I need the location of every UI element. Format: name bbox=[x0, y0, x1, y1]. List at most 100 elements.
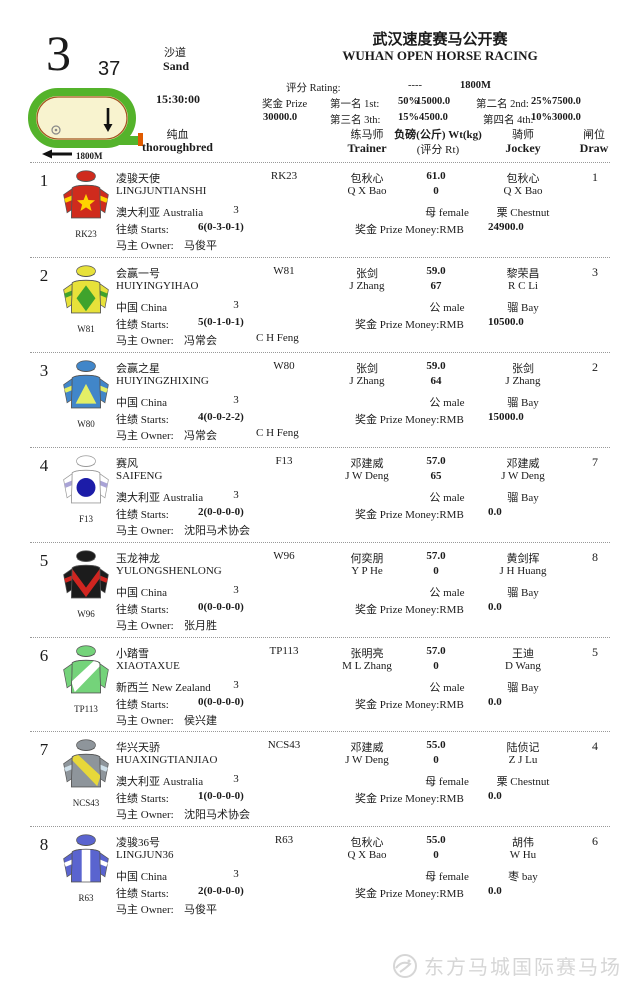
rating-value: 0 bbox=[433, 185, 439, 197]
sex-value: 公 male bbox=[429, 302, 465, 314]
prize-2nd-pct: 25% bbox=[531, 96, 552, 107]
jockey-silk-icon bbox=[60, 358, 112, 420]
horse-country: 中国 China bbox=[116, 397, 168, 409]
rating-value: 0 bbox=[433, 565, 439, 577]
owner-label: 马主 Owner: bbox=[116, 335, 174, 347]
jockey-name-cn: 包秋心 bbox=[506, 173, 540, 185]
prize-3rd-pct: 15% bbox=[398, 112, 419, 123]
entry-number: 1 bbox=[39, 171, 49, 190]
breed-label-en: thoroughbred bbox=[142, 140, 213, 154]
starts-label: 往绩 Starts: bbox=[116, 793, 169, 805]
owner-name-cn: 冯常会 bbox=[184, 335, 217, 347]
horse-name-cn: 赛风 bbox=[116, 458, 138, 470]
breed-label-cn: 纯血 bbox=[166, 129, 189, 141]
prize-money-value: 0.0 bbox=[488, 601, 502, 613]
owner-name-en: C H Feng bbox=[256, 332, 299, 344]
starts-label: 往绩 Starts: bbox=[116, 509, 169, 521]
horse-name-cn: 小踏雪 bbox=[116, 648, 149, 660]
horse-entry-row: 3 W80 会赢之星 HUIYINGZHIXING 中国 China W80 3 往绩 St… bbox=[30, 352, 610, 448]
jockey-name-cn: 邓建威 bbox=[506, 458, 540, 470]
prize-money-value: 24900.0 bbox=[488, 221, 524, 233]
horse-name-en: LINGJUNTIANSHI bbox=[116, 185, 207, 197]
prize-money-label: 奖金 Prize Money:RMB bbox=[355, 699, 464, 711]
starts-value: 5(0-1-0-1) bbox=[198, 316, 244, 328]
horse-name-en: HUIYINGYIHAO bbox=[116, 280, 199, 292]
draw-value: 7 bbox=[592, 455, 598, 469]
jockey-silk-icon bbox=[60, 453, 112, 515]
weight-value: 55.0 bbox=[426, 834, 446, 846]
weight-value: 59.0 bbox=[426, 360, 446, 372]
jockey-name-en: R C Li bbox=[508, 280, 538, 292]
trainer-name-cn: 张剑 bbox=[356, 268, 378, 280]
starts-label: 往绩 Starts: bbox=[116, 699, 169, 711]
horse-age: 3 bbox=[233, 679, 239, 691]
horse-country: 中国 China bbox=[116, 302, 168, 314]
starts-label: 往绩 Starts: bbox=[116, 319, 169, 331]
track-distance-label: 1800M bbox=[76, 151, 103, 161]
owner-label: 马主 Owner: bbox=[116, 809, 174, 821]
prize-1st-amount: 15000.0 bbox=[416, 96, 451, 107]
jockey-silk-icon bbox=[60, 737, 112, 799]
prize-money-label: 奖金 Prize Money:RMB bbox=[355, 224, 464, 236]
track-map-icon bbox=[28, 88, 143, 159]
trainer-name-en: J Zhang bbox=[349, 375, 385, 387]
race-code: 37 bbox=[98, 58, 121, 80]
starts-value: 0(0-0-0-0) bbox=[198, 601, 244, 613]
starts-label: 往绩 Starts: bbox=[116, 888, 169, 900]
horse-age: 3 bbox=[233, 204, 239, 216]
owner-label: 马主 Owner: bbox=[116, 240, 174, 252]
owner-name-cn: 侯兴建 bbox=[184, 715, 217, 727]
jockey-silk-icon bbox=[60, 643, 112, 705]
entry-number: 6 bbox=[39, 646, 49, 665]
entry-number: 3 bbox=[39, 361, 49, 380]
owner-label: 马主 Owner: bbox=[116, 620, 174, 632]
horse-country: 中国 China bbox=[116, 871, 168, 883]
owner-name-cn: 沈阳马术协会 bbox=[184, 809, 250, 821]
owner-name-cn: 冯常会 bbox=[184, 430, 217, 442]
horse-country: 澳大利亚 Australia bbox=[116, 492, 204, 504]
rating-value: 0 bbox=[433, 849, 439, 861]
prize-money-value: 0.0 bbox=[488, 790, 502, 802]
owner-label: 马主 Owner: bbox=[116, 525, 174, 537]
silk-code: NCS43 bbox=[72, 798, 100, 808]
owner-name-en: C H Feng bbox=[256, 427, 299, 439]
horse-name-en: YULONGSHENLONG bbox=[116, 565, 222, 577]
coat-color: 骝 Bay bbox=[507, 682, 539, 694]
entry-number: 5 bbox=[39, 551, 49, 570]
prize-2nd-label: 第二名 2nd: bbox=[476, 99, 529, 110]
silk-code: W96 bbox=[77, 609, 95, 619]
prize-money-value: 10500.0 bbox=[488, 316, 524, 328]
col-jockey-cn: 骑师 bbox=[512, 129, 534, 141]
prize-money-label: 奖金 Prize Money:RMB bbox=[355, 509, 464, 521]
rating-label: 评分 Rating: bbox=[286, 83, 341, 94]
entry-number: 8 bbox=[39, 835, 49, 854]
horse-entry-row: 1 RK23 凌骏天使 LINGJUNTIANSHI 澳大利亚 Australia RK… bbox=[30, 162, 610, 258]
rating-value: 0 bbox=[433, 660, 439, 672]
horse-age: 3 bbox=[233, 489, 239, 501]
trainer-name-cn: 何奕朋 bbox=[350, 553, 384, 565]
jockey-name-en: J W Deng bbox=[501, 470, 545, 482]
sex-value: 公 male bbox=[429, 682, 465, 694]
jockey-silk-icon bbox=[60, 168, 112, 230]
trainer-name-en: Q X Bao bbox=[347, 849, 387, 861]
horse-name-en: SAIFENG bbox=[116, 470, 163, 482]
prize-money-label: 奖金 Prize Money:RMB bbox=[355, 319, 464, 331]
starts-label: 往绩 Starts: bbox=[116, 224, 169, 236]
prize-money-label: 奖金 Prize Money:RMB bbox=[355, 793, 464, 805]
weight-value: 59.0 bbox=[426, 265, 446, 277]
trainer-name-cn: 邓建威 bbox=[350, 742, 384, 754]
horse-entry-row: 5 W96 玉龙神龙 YULONGSHENLONG 中国 China W96 3 往绩 St… bbox=[30, 542, 610, 638]
draw-value: 3 bbox=[592, 265, 598, 279]
horse-age: 3 bbox=[233, 773, 239, 785]
prize-4th-label: 第四名 4th: bbox=[483, 115, 534, 126]
col-draw-cn: 闸位 bbox=[583, 129, 605, 141]
sex-value: 母 female bbox=[425, 207, 469, 219]
trainer-name-en: J W Deng bbox=[345, 470, 389, 482]
coat-color: 栗 Chestnut bbox=[496, 207, 550, 219]
jockey-name-en: J H Huang bbox=[499, 565, 547, 577]
silk-code: TP113 bbox=[74, 704, 98, 714]
horse-entry-row: 4 F13 赛风 SAIFENG 澳大利亚 Australia F13 3 往绩 Start… bbox=[30, 447, 610, 543]
jockey-name-en: W Hu bbox=[509, 849, 537, 861]
entry-number: 4 bbox=[39, 456, 49, 475]
sex-value: 公 male bbox=[429, 492, 465, 504]
